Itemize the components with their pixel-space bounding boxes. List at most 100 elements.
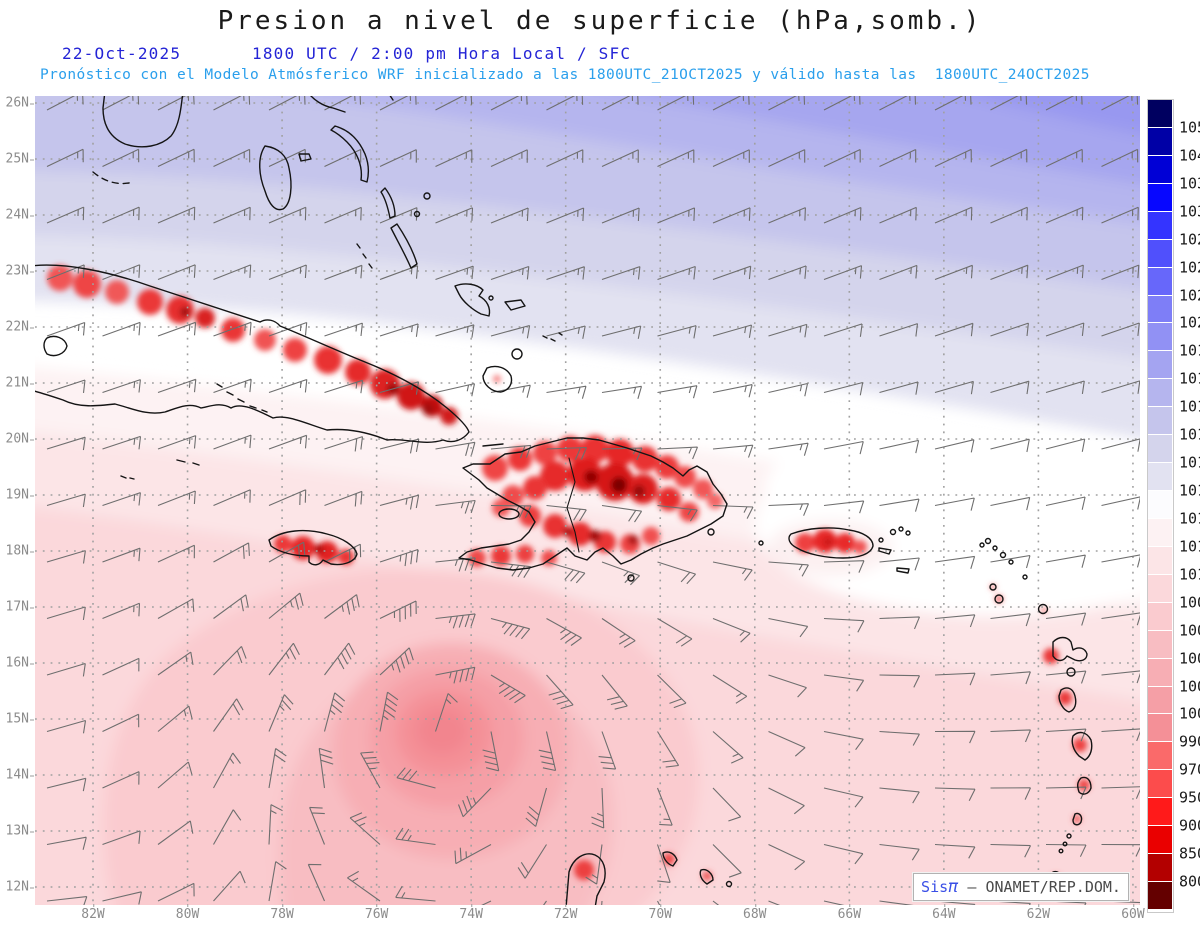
wind-barb-icon xyxy=(102,148,140,167)
wind-barb-icon xyxy=(823,96,861,111)
colorbar-swatch xyxy=(1148,826,1172,854)
wind-barb-icon xyxy=(1101,96,1139,111)
wind-barb-icon xyxy=(1045,612,1087,626)
wind-barb-icon xyxy=(990,148,1028,167)
colorbar-swatch xyxy=(1148,100,1172,127)
wind-barb-icon xyxy=(990,787,1032,800)
wind-barb-icon xyxy=(768,323,808,338)
colorbar-swatch xyxy=(1148,491,1172,518)
wind-barb-icon xyxy=(934,148,972,167)
coast-grenadines-3 xyxy=(1058,848,1064,854)
lat-tick-label: 26N xyxy=(0,97,34,110)
wind-barb-icon xyxy=(712,324,753,338)
wind-barb-icon xyxy=(435,499,476,514)
wind-barb-icon xyxy=(823,323,863,337)
wind-barb-icon xyxy=(601,618,636,648)
colorbar-swatch xyxy=(1148,239,1172,267)
watermark-brand: Sis xyxy=(921,878,949,896)
wind-barb-icon xyxy=(379,691,399,732)
wind-barb-icon xyxy=(46,206,85,224)
wind-barb-icon xyxy=(990,554,1031,569)
wind-barb-icon xyxy=(546,266,585,281)
wind-barb-icon xyxy=(268,264,307,281)
coast-tortola xyxy=(898,526,904,532)
colorbar-tick-label: 1050 xyxy=(1179,118,1200,137)
wind-barb-icon xyxy=(46,777,87,792)
wind-barb-icon xyxy=(481,900,492,905)
coast-guajira xyxy=(565,853,606,905)
coast-antigua xyxy=(994,594,1004,604)
lat-tick-label: 14N xyxy=(0,769,34,782)
wind-barb-icon xyxy=(157,820,194,845)
wind-barb-icon xyxy=(657,385,698,399)
wind-barb-icon xyxy=(395,885,436,902)
wind-barbs xyxy=(46,96,1140,905)
wind-barb-icon xyxy=(768,617,809,638)
wind-barb-icon xyxy=(379,600,417,622)
pi-icon: π xyxy=(948,877,959,897)
wind-barb-icon xyxy=(435,149,473,167)
wind-barb-icon xyxy=(157,761,193,789)
wind-barb-icon xyxy=(879,616,921,630)
colorbar-tick-label: 1004 xyxy=(1179,649,1200,668)
coast-eleuthera xyxy=(330,125,370,183)
wind-barb-icon xyxy=(102,771,140,789)
wind-barb-icon xyxy=(879,900,914,905)
coast-crooked-acklins xyxy=(454,283,491,317)
wind-barb-icon xyxy=(768,730,806,757)
coast-st-kitts xyxy=(999,551,1007,559)
colorbar-tick-label: 1018 xyxy=(1179,369,1200,388)
wind-barb-icon xyxy=(268,748,287,789)
colorbar-tick-label: 1015 xyxy=(1179,453,1200,472)
wind-barb-icon xyxy=(46,836,87,850)
wind-barb-icon xyxy=(768,503,810,516)
wind-barb-icon xyxy=(657,96,695,111)
wind-barb-icon xyxy=(435,207,474,224)
wind-barb-icon xyxy=(157,378,197,394)
wind-barb-icon xyxy=(268,206,307,224)
wind-barb-icon xyxy=(46,896,88,905)
wind-barb-icon xyxy=(309,806,326,845)
wind-barb-icon xyxy=(46,550,86,564)
wind-barb-icon xyxy=(823,674,865,692)
wind-barb-icon xyxy=(102,830,141,846)
colorbar-tick-label: 1017 xyxy=(1179,397,1200,416)
wind-barb-icon xyxy=(46,379,86,394)
wind-barb-icon xyxy=(538,731,557,772)
coast-rum-cay xyxy=(413,210,421,218)
coast-nevis xyxy=(1008,559,1014,565)
coast-mayaguana xyxy=(504,299,526,311)
wind-barb-icon xyxy=(490,207,529,224)
wind-barb-icon xyxy=(934,96,972,111)
coast-long-island xyxy=(390,223,418,269)
wind-barb-icon xyxy=(546,561,586,584)
lat-tick-label: 25N xyxy=(0,153,34,166)
colorbar-swatch xyxy=(1148,295,1172,323)
wind-barb-icon xyxy=(517,844,547,879)
wind-barb-icon xyxy=(934,787,976,802)
wind-barb-icon xyxy=(318,747,334,789)
wind-barb-icon xyxy=(990,438,1030,453)
coast-gonave xyxy=(498,508,520,520)
wind-barb-icon xyxy=(934,614,976,628)
wind-barb-icon xyxy=(102,891,142,905)
colorbar-swatch xyxy=(1148,630,1172,658)
wind-barb-icon xyxy=(879,843,920,861)
coast-little-inagua xyxy=(511,348,523,360)
wind-barb-icon xyxy=(379,548,419,567)
wind-barb-icon xyxy=(712,149,750,167)
wind-barb-icon xyxy=(525,787,548,827)
wind-barb-icon xyxy=(823,787,864,808)
wind-barb-icon xyxy=(435,613,476,629)
wind-barb-icon xyxy=(46,96,84,111)
wind-barb-icon xyxy=(1045,148,1083,167)
coast-andros xyxy=(259,145,292,211)
wind-barb-icon xyxy=(434,693,458,732)
wind-barb-icon xyxy=(323,692,346,732)
colorbar-swatch xyxy=(1148,407,1172,435)
wind-barb-icon xyxy=(268,434,308,450)
coast-isla-juventud xyxy=(43,335,68,357)
wind-barb-icon xyxy=(768,207,806,224)
wind-barb-icon xyxy=(157,264,196,281)
wind-barb-icon xyxy=(601,96,639,111)
